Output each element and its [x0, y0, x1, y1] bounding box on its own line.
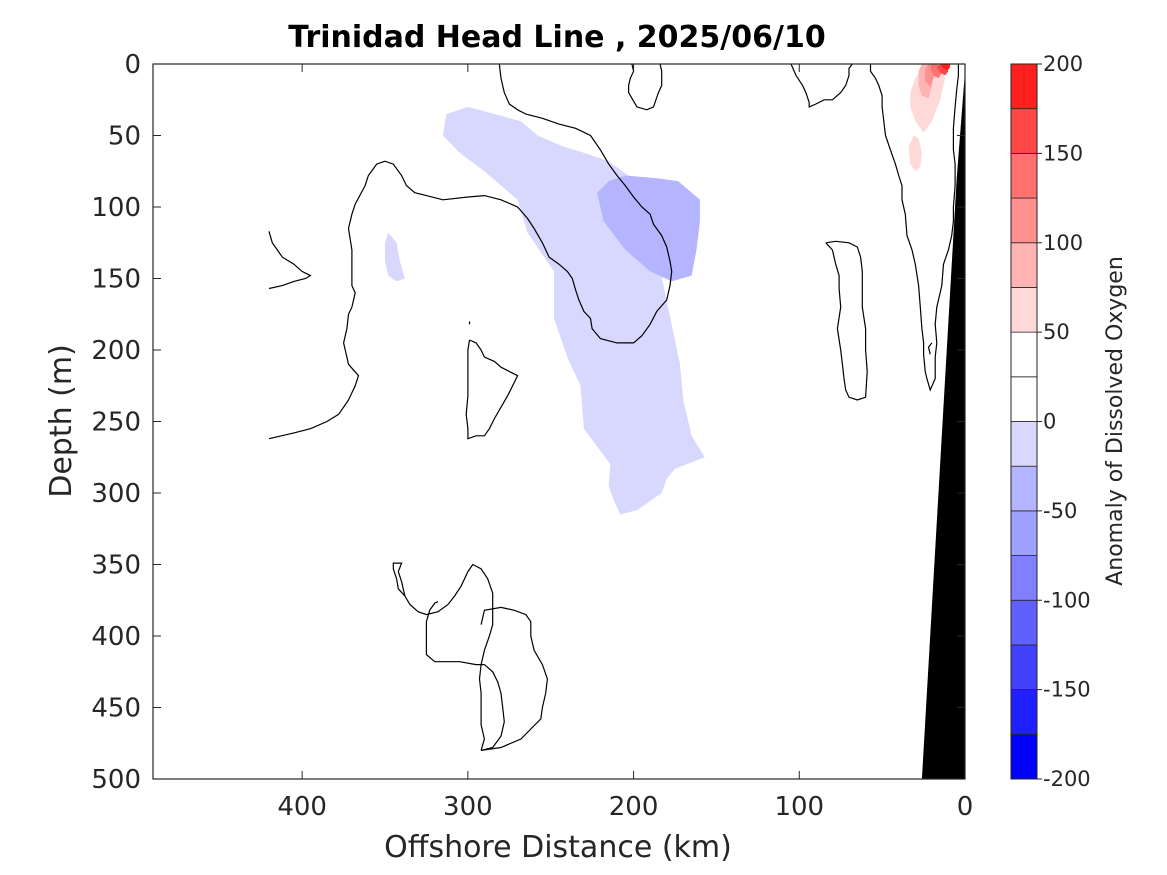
y-tick-label: 250 [91, 408, 141, 438]
x-tick-label: 300 [443, 792, 493, 822]
y-tick-label: 100 [91, 193, 141, 223]
colorbar-band [1010, 63, 1038, 110]
colorbar-band [1010, 465, 1038, 512]
y-axis-label: Depth (m) [44, 344, 79, 498]
colorbar-band [1010, 108, 1038, 154]
y-tick-label: 500 [91, 765, 141, 795]
bathymetry-region [921, 71, 965, 779]
colorbar-tick-label: 200 [1043, 52, 1083, 76]
y-tick-label: 50 [108, 122, 141, 152]
anomaly-region-5 [908, 135, 922, 172]
colorbar-band [1010, 152, 1038, 199]
y-tick-label: 0 [124, 50, 141, 80]
colorbar-band [1010, 197, 1038, 244]
colorbar-band [1010, 555, 1038, 601]
contour-line-9 [480, 606, 549, 751]
colorbar-band [1010, 599, 1038, 646]
y-tick-label: 200 [91, 336, 141, 366]
colorbar-tick-label: 50 [1043, 320, 1070, 344]
colorbar-ticks: -200 -150 -100 -50 0 50 100 150 200 [1037, 52, 1091, 791]
y-tick-label: 450 [91, 694, 141, 724]
x-axis: 400 300 200 100 0 [277, 64, 973, 822]
y-tick-label: 150 [91, 265, 141, 295]
colorbar-frame [1010, 63, 1038, 780]
y-axis: 0 50 100 150 200 250 300 350 400 450 500 [91, 50, 965, 795]
colorbar-tick-label: 0 [1043, 410, 1056, 434]
colorbar-bands [1010, 63, 1038, 780]
x-tick-label: 0 [957, 792, 974, 822]
colorbar-tick-label: -150 [1043, 678, 1091, 702]
x-tick-label: 200 [609, 792, 659, 822]
colorbar-band [1010, 733, 1038, 780]
colorbar-label: Anomaly of Dissolved Oxygen [1103, 256, 1128, 586]
x-tick-label: 400 [277, 792, 327, 822]
contour-line-4 [627, 63, 663, 111]
x-tick-label: 100 [774, 792, 824, 822]
y-tick-label: 400 [91, 622, 141, 652]
contour-lines [268, 63, 960, 751]
colorbar-band [1010, 287, 1038, 333]
colorbar-band [1010, 421, 1038, 467]
anomaly-region-2 [597, 175, 700, 282]
anomaly-region-1 [385, 232, 405, 282]
contour-line-6 [869, 64, 960, 392]
anomaly-region-10 [941, 64, 951, 70]
y-tick-label: 350 [91, 551, 141, 581]
colorbar-band [1010, 689, 1038, 735]
colorbar-tick-label: 100 [1043, 231, 1083, 255]
x-axis-label: Offshore Distance (km) [384, 830, 732, 865]
colorbar-tick-label: -100 [1043, 588, 1091, 612]
chart-title: Trinidad Head Line , 2025/06/10 [288, 20, 825, 55]
contour-line-3 [465, 339, 519, 440]
colorbar-band [1010, 510, 1038, 556]
contour-line-8 [392, 562, 494, 751]
y-tick-label: 300 [91, 479, 141, 509]
colorbar: -200 -150 -100 -50 0 50 100 150 200 [1010, 52, 1091, 791]
colorbar-band [1010, 376, 1038, 422]
colorbar-band [1010, 331, 1038, 378]
filled-contours [385, 64, 965, 779]
contour-line-0 [268, 231, 312, 290]
plot-area [152, 63, 966, 780]
colorbar-tick-label: -50 [1043, 499, 1077, 523]
contour-line-10 [425, 601, 505, 751]
colorbar-band [1010, 242, 1038, 288]
colorbar-tick-label: -200 [1043, 767, 1091, 791]
contour-line-5 [790, 63, 853, 108]
colorbar-band [1010, 644, 1038, 691]
contour-line-1 [268, 63, 673, 440]
contour-line-11 [927, 342, 933, 355]
contour-line-7 [825, 240, 868, 401]
colorbar-tick-label: 150 [1043, 141, 1083, 165]
